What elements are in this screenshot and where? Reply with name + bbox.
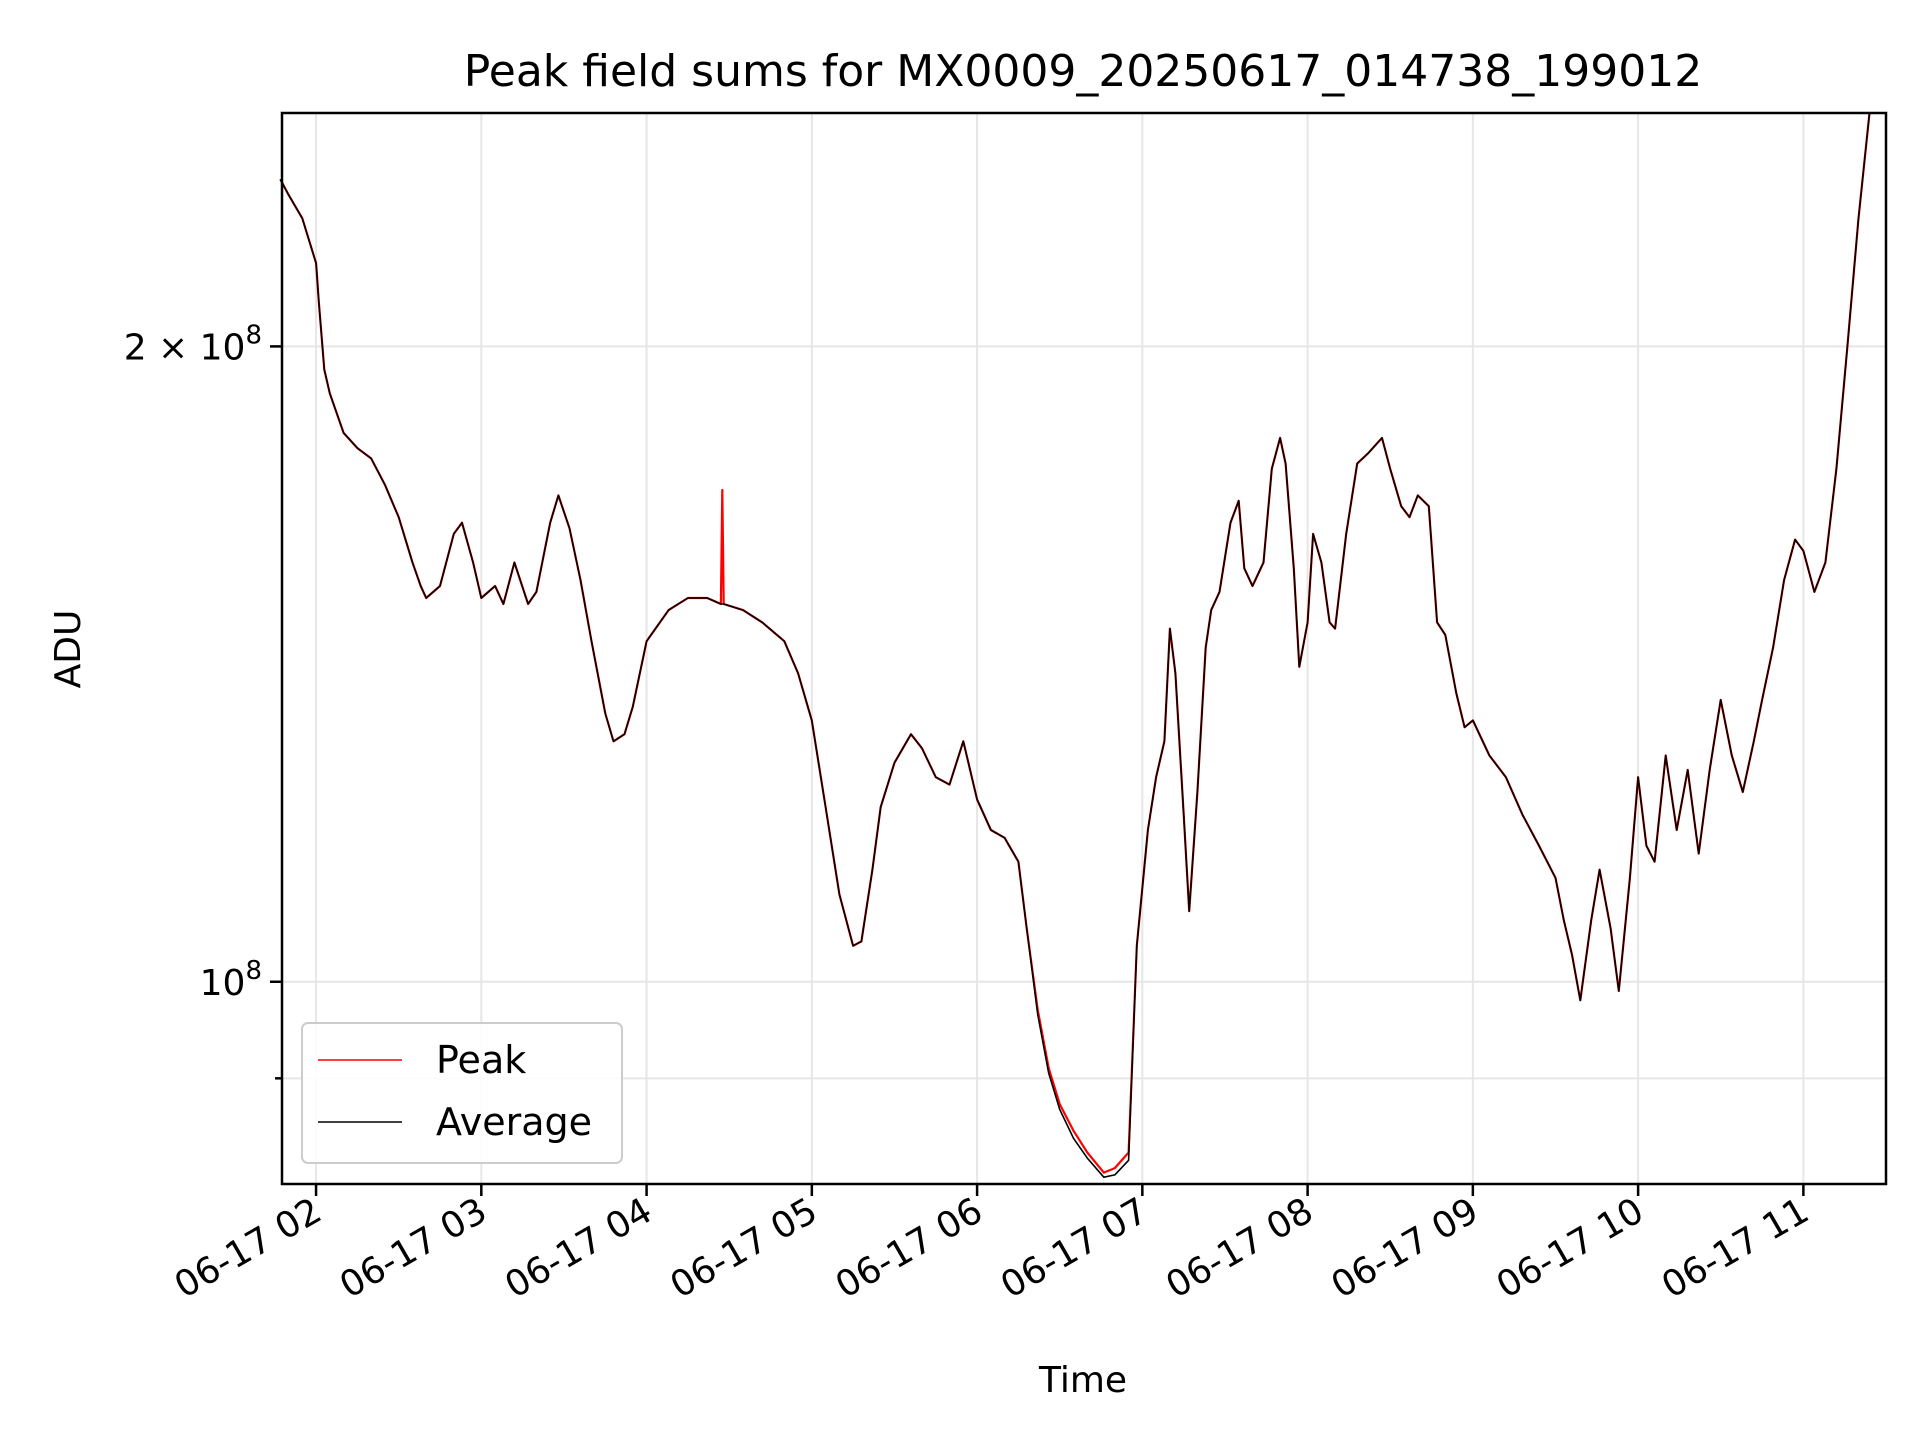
- legend-frame: [301, 1022, 623, 1164]
- chart-title: Peak field sums for MX0009_20250617_0147…: [464, 46, 1702, 97]
- series-line-average: [279, 112, 1871, 1178]
- series-layer: [279, 112, 1871, 1178]
- y-tick-label: 108: [200, 956, 262, 1004]
- legend-label-average: Average: [436, 1100, 592, 1144]
- y-tick-label: 2 × 108: [124, 320, 262, 368]
- plot-frame: [280, 111, 1888, 1186]
- y-axis-ticks: 108 2 × 108: [124, 320, 282, 1080]
- legend: Peak Average: [301, 1022, 623, 1164]
- x-axis-label: Time: [1038, 1360, 1127, 1401]
- legend-label-peak: Peak: [436, 1038, 526, 1082]
- y-axis-label: ADU: [48, 610, 89, 689]
